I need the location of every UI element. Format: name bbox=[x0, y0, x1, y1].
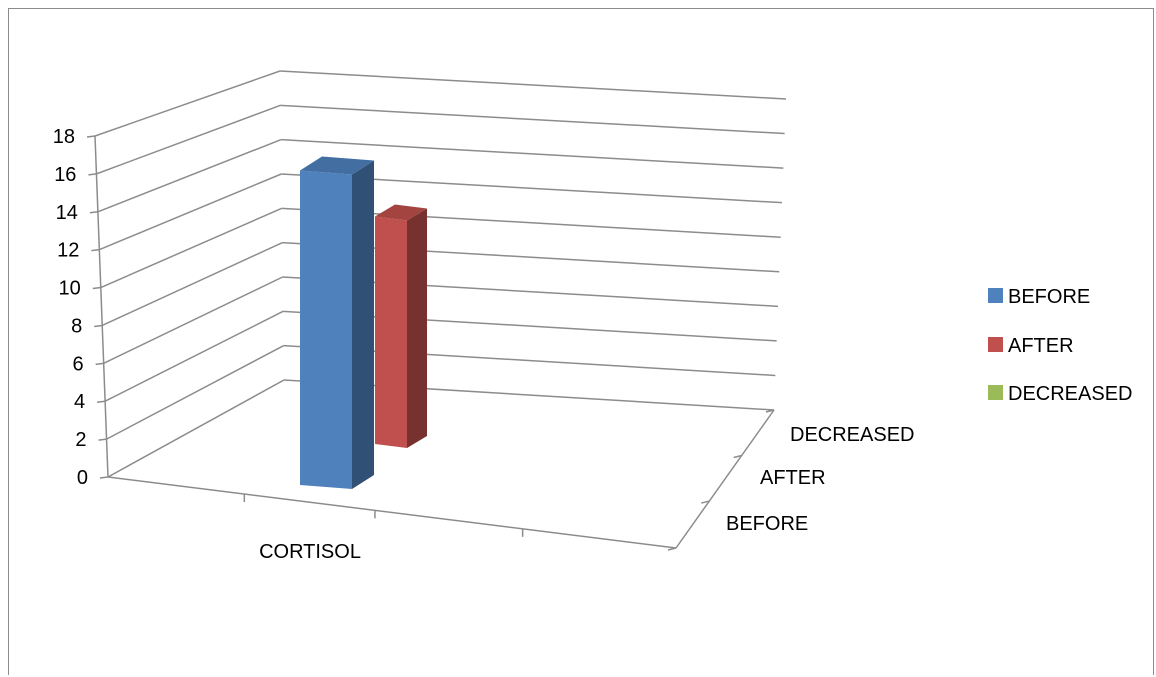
bar-side-face bbox=[407, 208, 427, 448]
legend: BEFORE AFTER DECREASED bbox=[988, 286, 1132, 405]
depth-label-before: BEFORE bbox=[726, 513, 808, 535]
side-gridline bbox=[100, 207, 283, 289]
side-gridline bbox=[106, 345, 284, 440]
y-tick-mark bbox=[98, 438, 107, 441]
y-tick-mark bbox=[86, 135, 96, 138]
legend-label-before: BEFORE bbox=[1008, 286, 1090, 308]
y-tick-mark bbox=[89, 211, 98, 214]
floor-front-edge bbox=[107, 476, 677, 549]
side-gridline bbox=[94, 70, 281, 137]
side-gridline bbox=[107, 379, 285, 478]
legend-label-after: AFTER bbox=[1008, 335, 1074, 357]
y-tick-label: 0 bbox=[77, 467, 88, 489]
bars bbox=[300, 156, 427, 490]
bar-before bbox=[300, 156, 374, 490]
y-tick-mark bbox=[91, 248, 100, 252]
legend-swatch-decreased bbox=[988, 385, 1003, 400]
legend-label-decreased: DECREASED bbox=[1008, 383, 1132, 405]
bar-side-face bbox=[352, 160, 374, 490]
chart-frame bbox=[8, 8, 1154, 675]
y-tick-label: 12 bbox=[57, 240, 79, 262]
y-tick-label: 8 bbox=[71, 315, 82, 337]
depth-tick-mark bbox=[765, 409, 775, 413]
depth-tick-mark bbox=[701, 500, 710, 504]
depth-axis-line bbox=[675, 409, 775, 549]
legend-swatch-after bbox=[988, 337, 1003, 352]
depth-label-decreased: DECREASED bbox=[790, 424, 914, 446]
side-gridline bbox=[103, 276, 283, 365]
back-gridline bbox=[280, 104, 785, 135]
side-gridline bbox=[101, 241, 283, 327]
y-tick-mark bbox=[97, 400, 106, 403]
legend-swatch-before bbox=[988, 288, 1003, 303]
y-tick-label: 6 bbox=[73, 353, 84, 375]
side-gridline bbox=[96, 104, 281, 175]
y-tick-mark bbox=[99, 476, 109, 479]
y-axis-ticks: 0 2 4 6 8 10 12 14 16 18 bbox=[53, 126, 88, 489]
y-tick-label: 10 bbox=[59, 278, 81, 300]
y-tick-label: 2 bbox=[75, 429, 86, 451]
back-gridline bbox=[280, 138, 784, 169]
bar-front-face bbox=[300, 170, 352, 490]
side-gridline bbox=[99, 173, 282, 251]
side-gridline bbox=[104, 310, 284, 402]
depth-label-after: AFTER bbox=[760, 467, 826, 489]
side-gridline bbox=[97, 138, 282, 213]
x-category-label: CORTISOL bbox=[259, 541, 361, 563]
y-tick-mark bbox=[95, 362, 104, 366]
y-tick-label: 18 bbox=[53, 126, 75, 148]
bar-front-face bbox=[375, 216, 407, 448]
y-tick-label: 16 bbox=[54, 164, 76, 186]
y-tick-label: 14 bbox=[56, 202, 78, 224]
bar-top-face bbox=[300, 156, 374, 175]
y-tick-mark bbox=[92, 286, 101, 290]
bar-after bbox=[375, 204, 427, 448]
back-gridline bbox=[279, 70, 787, 100]
depth-tick-mark bbox=[667, 547, 677, 551]
y-tick-label: 4 bbox=[74, 391, 85, 413]
y-tick-mark bbox=[94, 324, 103, 328]
depth-tick-mark bbox=[733, 454, 742, 459]
bar-top-face bbox=[375, 204, 427, 221]
y-axis-line bbox=[94, 135, 109, 478]
chart-walls bbox=[86, 70, 787, 551]
y-tick-mark bbox=[88, 173, 97, 176]
